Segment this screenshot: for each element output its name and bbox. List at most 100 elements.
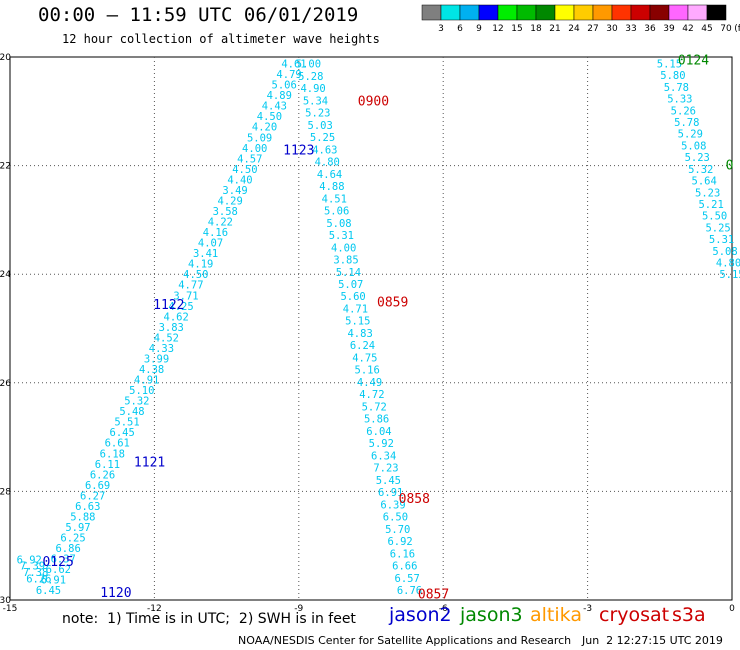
swh-value-label: 4.49	[357, 377, 382, 389]
satellite-legend-s3a: s3a	[672, 604, 706, 626]
swh-value-label: 6.34	[371, 450, 396, 462]
swh-value-label: 5.15	[719, 269, 740, 281]
swh-value-label: 4.63	[312, 144, 337, 156]
swh-value-label: 6.69	[85, 480, 110, 492]
scale-tick-label: 15	[511, 24, 522, 34]
swh-value-label: 4.33	[149, 343, 174, 355]
pass-time-label: 1120	[100, 586, 131, 601]
scale-tick-label: 70	[720, 24, 732, 34]
swh-value-label: 5.06	[272, 80, 297, 92]
swh-value-label: 5.16	[355, 365, 380, 377]
swh-value-label: 6.11	[95, 459, 120, 471]
generated-timestamp: Jun 2 12:27:15 UTC 2019	[582, 634, 723, 647]
swh-value-label: 6.39	[380, 499, 405, 511]
y-tick-label: -26	[0, 379, 11, 389]
swh-value-label: 4.80	[716, 257, 740, 269]
swh-value-label: 3.99	[144, 353, 169, 365]
scale-tick-label: 36	[644, 24, 656, 34]
scale-tick-label: 6	[457, 24, 463, 34]
swh-value-label: 4.80	[315, 157, 340, 169]
swh-value-label: 5.00	[296, 59, 321, 71]
swh-value-label: 4.88	[319, 181, 344, 193]
wave-height-plot: -15-12-9-6-30-20-22-24-26-28-304.614.795…	[0, 53, 740, 614]
swh-value-label: 4.07	[198, 238, 223, 250]
swh-value-label: 3.58	[213, 206, 238, 218]
pass-time-label: 0859	[377, 295, 408, 310]
pass-time-label: 0124	[678, 54, 709, 69]
swh-value-label: 4.19	[188, 259, 213, 271]
swh-value-label: 5.25	[705, 222, 730, 234]
pass-time-label: 1122	[153, 298, 184, 313]
swh-value-label: 7.39	[20, 561, 45, 573]
y-tick-label: -28	[0, 487, 11, 497]
swh-value-label: 4.71	[343, 303, 368, 315]
scale-tick-label: 33	[625, 24, 636, 34]
swh-value-label: 7.38	[23, 567, 48, 579]
swh-value-label: 5.92	[369, 438, 394, 450]
satellite-legend-altika: altika	[530, 604, 582, 626]
swh-value-label: 4.61	[281, 59, 306, 71]
swh-value-label: 6.37	[51, 554, 76, 566]
pass-time-label: 0125	[42, 555, 73, 570]
swh-value-label: 4.40	[227, 174, 252, 186]
satellite-legend-cryosat: cryosat	[599, 604, 670, 626]
swh-value-label: 5.48	[119, 406, 144, 418]
pass-time-label: 0858	[399, 492, 430, 507]
swh-value-label: 5.23	[305, 108, 330, 120]
swh-value-label: 5.14	[336, 267, 361, 279]
swh-value-label: 5.34	[303, 95, 328, 107]
swh-value-label: 5.29	[678, 129, 703, 141]
swh-value-label: 5.86	[364, 414, 389, 426]
swh-value-label: 4.22	[208, 217, 233, 229]
pass-time-label: 1121	[134, 456, 165, 471]
y-tick-label: -20	[0, 53, 11, 63]
swh-value-label: 5.51	[114, 417, 139, 429]
swh-value-label: 4.38	[139, 364, 164, 376]
scale-tick-label: 30	[606, 24, 618, 34]
swh-value-label: 6.26	[90, 469, 115, 481]
swh-value-label: 4.79	[276, 69, 301, 81]
swh-value-label: 6.92	[387, 536, 412, 548]
swh-value-label: 4.25	[168, 301, 193, 313]
y-tick-label: -24	[0, 270, 11, 280]
swh-value-label: 6.86	[55, 543, 80, 555]
swh-value-label: 5.23	[685, 152, 710, 164]
swh-value-label: 5.06	[324, 206, 349, 218]
swh-value-label: 5.31	[329, 230, 354, 242]
swh-value-label: 6.45	[110, 427, 135, 439]
swh-value-label: 5.26	[671, 105, 696, 117]
swh-value-label: 6.26	[26, 573, 51, 585]
swh-value-label: 4.64	[317, 169, 342, 181]
swh-value-label: 6.76	[397, 585, 422, 597]
swh-value-label: 5.09	[247, 132, 272, 144]
credit-line: NOAA/NESDIS Center for Satellite Applica…	[238, 634, 572, 647]
scale-tick-label: 42	[682, 24, 693, 34]
swh-value-label: 4.75	[352, 352, 377, 364]
x-tick-label: -6	[439, 604, 448, 614]
swh-value-label: 5.32	[688, 164, 713, 176]
swh-value-label: 6.91	[41, 575, 66, 587]
scale-tick-label: 21	[549, 24, 560, 34]
swh-value-label: 4.91	[134, 375, 159, 387]
swh-value-label: 7.23	[373, 463, 398, 475]
chart-title: 00:00 – 11:59 UTC 06/01/2019	[38, 4, 359, 26]
swh-value-label: 4.50	[257, 111, 282, 123]
scale-tick-label: 45	[701, 24, 712, 34]
swh-value-label: 4.29	[218, 195, 243, 207]
swh-value-label: 6.57	[395, 573, 420, 585]
y-tick-label: -30	[0, 596, 11, 606]
swh-value-label: 6.66	[392, 561, 417, 573]
x-tick-label: -12	[147, 604, 162, 614]
swh-value-label: 5.08	[326, 218, 351, 230]
pass-time-label: 0857	[418, 587, 449, 602]
chart-subtitle: 12 hour collection of altimeter wave hei…	[62, 32, 380, 46]
swh-value-label: 3.71	[173, 290, 198, 302]
swh-value-label: 4.72	[359, 389, 384, 401]
swh-value-label: 4.43	[262, 101, 287, 113]
scale-tick-label: 3	[438, 24, 444, 34]
scale-tick-label: 18	[530, 24, 542, 34]
plot-frame	[9, 56, 733, 601]
swh-value-label: 5.08	[712, 246, 737, 258]
swh-value-label: 4.00	[331, 242, 356, 254]
swh-value-label: 5.88	[70, 511, 95, 523]
